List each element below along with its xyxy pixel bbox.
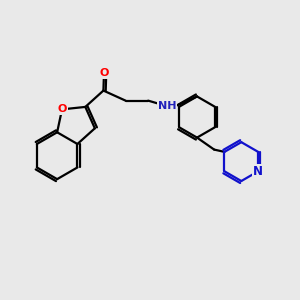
Text: NH: NH bbox=[158, 101, 176, 111]
Text: O: O bbox=[99, 68, 109, 78]
Text: N: N bbox=[253, 165, 263, 178]
Text: O: O bbox=[57, 104, 67, 114]
